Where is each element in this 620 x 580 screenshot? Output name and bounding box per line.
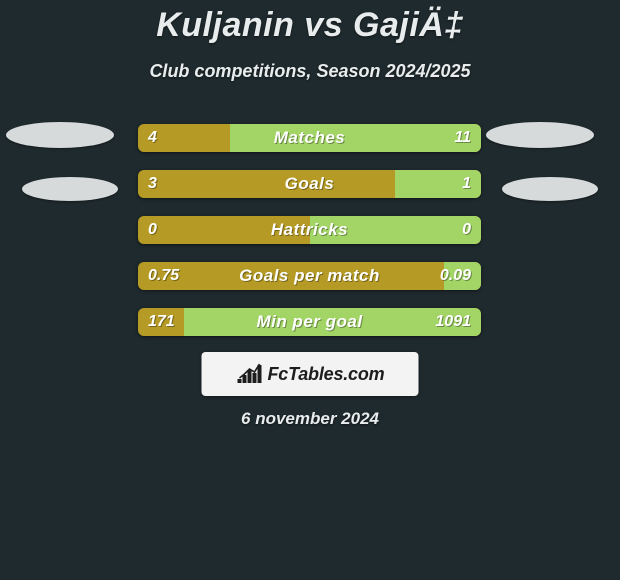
stat-row: 411Matches xyxy=(138,124,481,152)
logo-box: FcTables.com xyxy=(202,352,419,396)
decorative-ellipse xyxy=(502,177,598,201)
logo-text: FcTables.com xyxy=(268,364,385,385)
stat-row: 0.750.09Goals per match xyxy=(138,262,481,290)
logo-chart-icon xyxy=(236,363,264,385)
date-line: 6 november 2024 xyxy=(0,409,620,429)
stat-row: 31Goals xyxy=(138,170,481,198)
stat-row: 00Hattricks xyxy=(138,216,481,244)
stat-label: Hattricks xyxy=(138,216,481,244)
decorative-ellipse xyxy=(486,122,594,148)
stat-label: Goals xyxy=(138,170,481,198)
page-title: Kuljanin vs GajiÄ‡ xyxy=(0,6,620,45)
stat-row: 1711091Min per goal xyxy=(138,308,481,336)
decorative-ellipse xyxy=(22,177,118,201)
subtitle: Club competitions, Season 2024/2025 xyxy=(0,61,620,82)
stat-label: Matches xyxy=(138,124,481,152)
stat-label: Min per goal xyxy=(138,308,481,336)
decorative-ellipse xyxy=(6,122,114,148)
comparison-bars: 411Matches 31Goals 00Hattricks 0.750.09Goal… xyxy=(138,124,481,354)
stat-label: Goals per match xyxy=(138,262,481,290)
